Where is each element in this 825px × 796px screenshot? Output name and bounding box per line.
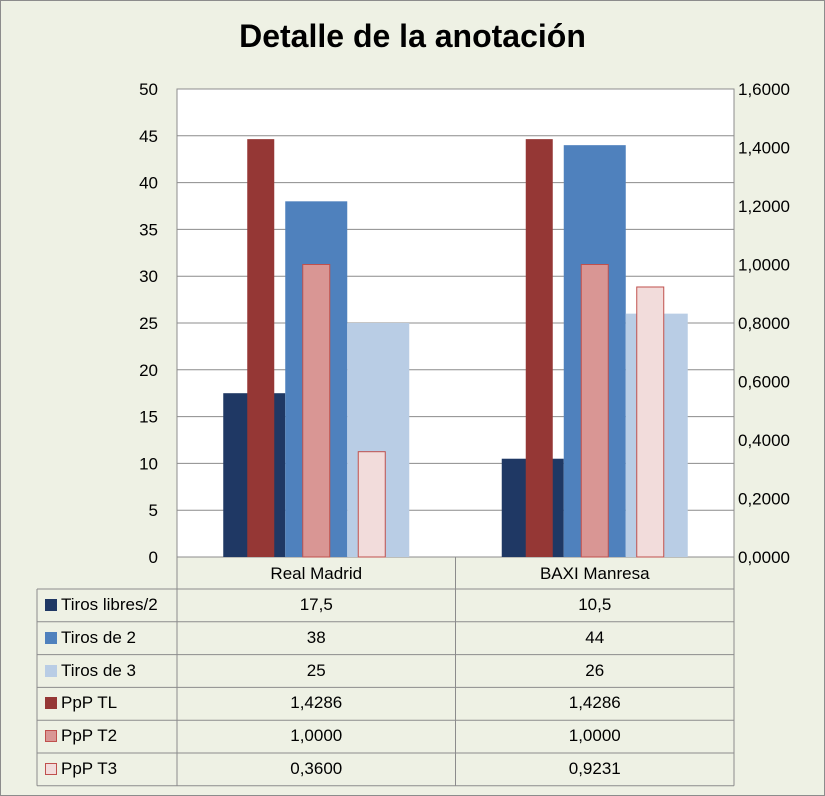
legend-key	[45, 697, 57, 710]
data-label: 0,9231	[568, 759, 621, 778]
data-label: 10,5	[578, 595, 612, 614]
category-label: Real Madrid	[270, 564, 363, 583]
data-label: 25	[306, 660, 326, 680]
y-right-tick-label: 0,8000	[738, 314, 790, 333]
y-left-tick-label: 0	[149, 548, 158, 567]
legend-key	[45, 599, 57, 611]
bar-ppp-t3	[357, 451, 386, 558]
bar-ppp-tl	[247, 139, 275, 557]
y-right-tick-label: 1,2000	[738, 197, 790, 216]
y-left-tick-label: 30	[139, 267, 158, 286]
legend-key	[45, 763, 57, 775]
data-label: 38	[306, 627, 326, 647]
bar-ppp-t2	[580, 264, 609, 558]
legend-label: PpP T2	[61, 726, 118, 746]
bar-ppp-tl	[525, 139, 553, 557]
bar-ppp-t2	[302, 264, 331, 558]
legend-label: PpP T3	[61, 759, 118, 778]
y-right-tick-label: 0,2000	[738, 490, 790, 509]
y-left-tick-label: 50	[139, 80, 158, 99]
legend-label: PpP TL	[61, 693, 118, 713]
y-right-tick-label: 1,0000	[738, 256, 790, 275]
category-label: BAXI Manresa	[539, 564, 650, 583]
y-left-tick-label: 35	[139, 220, 158, 239]
y-right-tick-label: 1,4000	[738, 139, 790, 158]
y-left-tick-label: 10	[139, 454, 158, 473]
legend-label: Tiros libres/2	[61, 595, 158, 614]
y-left-tick-label: 15	[139, 408, 158, 427]
legend-label: Tiros de 2	[61, 627, 136, 647]
data-label: 1,4286	[568, 693, 621, 713]
chart-title: Detalle de la anotación	[239, 18, 586, 54]
data-label: 0,3600	[290, 759, 343, 778]
y-left-tick-label: 45	[139, 127, 158, 146]
data-label: 1,0000	[290, 726, 343, 746]
y-right-tick-label: 0,0000	[738, 548, 790, 567]
data-label: 26	[585, 660, 605, 680]
data-label: 1,4286	[290, 693, 343, 713]
legend-key	[45, 664, 57, 677]
y-right-tick-label: 0,4000	[738, 431, 790, 450]
y-right-tick-label: 0,6000	[738, 373, 790, 392]
legend-key	[45, 730, 57, 743]
data-label: 44	[585, 627, 605, 647]
y-right-tick-label: 1,6000	[738, 80, 790, 99]
legend-label: Tiros de 3	[61, 660, 136, 680]
data-label: 17,5	[299, 595, 333, 614]
y-left-tick-label: 20	[139, 361, 158, 380]
y-left-tick-label: 5	[149, 501, 158, 520]
legend-key	[45, 631, 57, 644]
data-label: 1,0000	[568, 726, 621, 746]
bar-ppp-t3	[636, 286, 665, 558]
y-left-tick-label: 25	[139, 314, 158, 333]
y-left-tick-label: 40	[139, 174, 158, 193]
